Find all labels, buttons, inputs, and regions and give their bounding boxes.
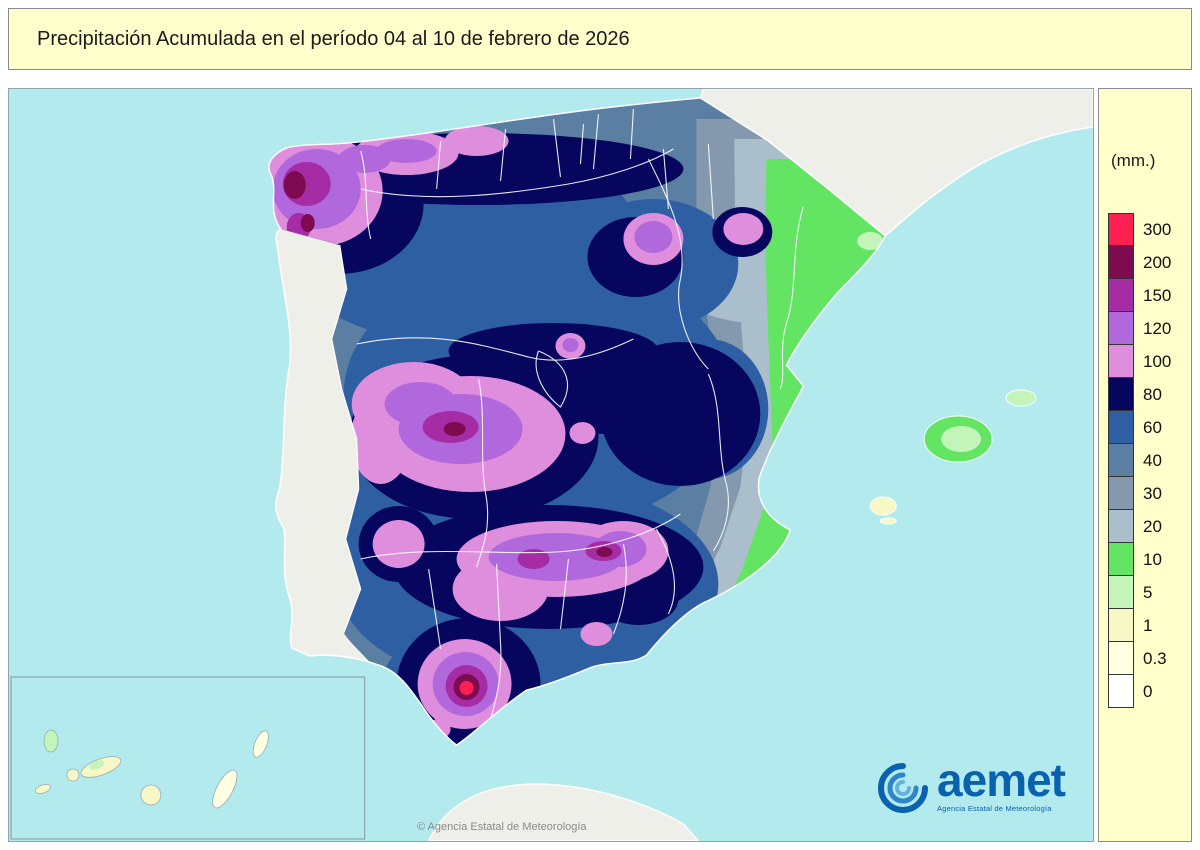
aemet-spiral-icon xyxy=(878,763,929,813)
legend-swatch xyxy=(1108,477,1134,510)
mallorca-inner xyxy=(941,426,982,452)
legend-swatch xyxy=(1108,543,1134,576)
legend-value-label: 40 xyxy=(1143,450,1162,470)
page-title: Precipitación Acumulada en el período 04… xyxy=(37,27,630,50)
legend-row: 30 xyxy=(1108,477,1171,510)
copyright-text: © Agencia Estatal de Meteorología xyxy=(417,821,587,833)
legend-swatch xyxy=(1108,312,1134,345)
legend-row: 0 xyxy=(1108,675,1171,708)
legend-swatch xyxy=(1108,411,1134,444)
legend-swatch xyxy=(1108,378,1134,411)
legend-value-label: 150 xyxy=(1143,285,1172,305)
legend-row: 80 xyxy=(1108,378,1171,411)
legend-row: 100 xyxy=(1108,345,1171,378)
legend-panel: (mm.) 300 200 150 120 100 80 60 40 30 20 10 5 1 0.3 0 xyxy=(1098,88,1192,842)
fuerteventura xyxy=(212,769,238,809)
legend-swatch xyxy=(1108,576,1134,609)
legend-swatch xyxy=(1108,510,1134,543)
legend-swatch xyxy=(1108,642,1134,675)
la-palma xyxy=(43,729,59,753)
precipitation-map xyxy=(9,89,1093,841)
canary-islands xyxy=(34,729,269,809)
gran-canaria xyxy=(140,784,162,806)
el-hierro xyxy=(34,783,52,795)
legend-row: 0.3 xyxy=(1108,642,1171,675)
legend-row: 300 xyxy=(1108,213,1171,246)
legend-value-label: 0.3 xyxy=(1143,648,1167,668)
legend-value-label: 0 xyxy=(1143,681,1153,701)
legend-row: 200 xyxy=(1108,246,1171,279)
legend-value-label: 20 xyxy=(1143,516,1162,536)
legend-value-label: 200 xyxy=(1143,252,1172,272)
legend-swatch xyxy=(1108,345,1134,378)
admin-boundaries xyxy=(356,108,804,720)
legend-value-label: 60 xyxy=(1143,417,1162,437)
legend-value-label: 80 xyxy=(1143,384,1162,404)
legend-swatch xyxy=(1108,246,1134,279)
menorca xyxy=(1005,389,1037,407)
balearic-islands xyxy=(869,389,1037,525)
legend-value-label: 10 xyxy=(1143,549,1162,569)
africa-landmass xyxy=(427,783,700,841)
la-gomera xyxy=(66,768,80,782)
legend-swatch xyxy=(1108,444,1134,477)
canary-inset xyxy=(10,676,366,840)
legend-row: 1 xyxy=(1108,609,1171,642)
legend-swatch xyxy=(1108,609,1134,642)
legend-unit-label: (mm.) xyxy=(1111,151,1156,170)
aemet-logo-text-block: aemet Agencia Estatal de Meteorología xyxy=(937,754,1066,814)
aemet-logo-name: aemet xyxy=(937,754,1066,806)
legend-value-label: 300 xyxy=(1143,219,1172,239)
legend-row: 20 xyxy=(1108,510,1171,543)
legend-row: 5 xyxy=(1108,576,1171,609)
ibiza xyxy=(869,496,897,516)
title-bar: Precipitación Acumulada en el período 04… xyxy=(8,8,1192,70)
coastline xyxy=(268,97,887,746)
legend-swatch xyxy=(1108,675,1134,708)
legend-row: 10 xyxy=(1108,543,1171,576)
legend-row: 60 xyxy=(1108,411,1171,444)
legend-value-label: 30 xyxy=(1143,483,1162,503)
legend-row: 40 xyxy=(1108,444,1171,477)
lanzarote xyxy=(252,730,269,758)
legend-value-label: 100 xyxy=(1143,351,1172,371)
tenerife-inner xyxy=(89,760,105,770)
formentera xyxy=(879,517,897,525)
portugal-border xyxy=(331,244,362,634)
legend-value-label: 5 xyxy=(1143,582,1153,602)
legend-row: 120 xyxy=(1108,312,1171,345)
legend-value-label: 1 xyxy=(1143,615,1153,635)
legend-row: 150 xyxy=(1108,279,1171,312)
france-landmass xyxy=(699,89,1093,237)
map-panel: © Agencia Estatal de Meteorología aemet … xyxy=(8,88,1094,842)
aemet-logo-tagline: Agencia Estatal de Meteorología xyxy=(937,804,1052,814)
legend-value-label: 120 xyxy=(1143,318,1172,338)
legend-swatch xyxy=(1108,279,1134,312)
legend-scale: 300 200 150 120 100 80 60 40 30 20 10 5 1 0.3 0 xyxy=(1108,213,1171,708)
aemet-logo: aemet Agencia Estatal de Meteorología xyxy=(876,754,1066,815)
legend-swatch xyxy=(1108,213,1134,246)
